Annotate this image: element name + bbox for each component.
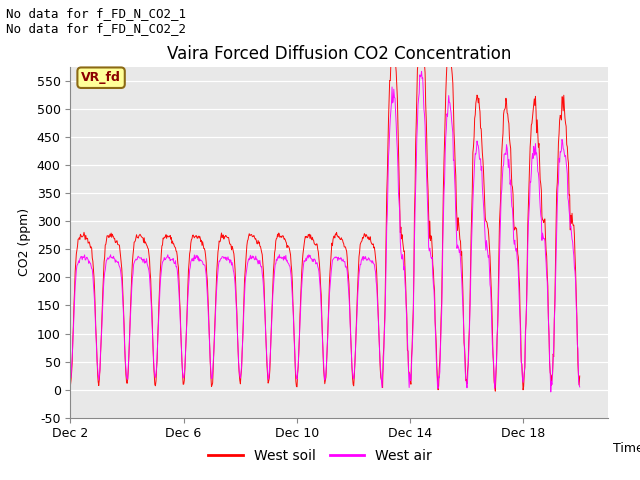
Y-axis label: CO2 (ppm): CO2 (ppm) [18, 208, 31, 276]
Title: Vaira Forced Diffusion CO2 Concentration: Vaira Forced Diffusion CO2 Concentration [167, 45, 511, 63]
Text: Time: Time [613, 442, 640, 455]
Text: No data for f_FD_N_CO2_2: No data for f_FD_N_CO2_2 [6, 22, 186, 35]
Text: No data for f_FD_N_CO2_1: No data for f_FD_N_CO2_1 [6, 7, 186, 20]
Text: VR_fd: VR_fd [81, 71, 121, 84]
Legend: West soil, West air: West soil, West air [202, 443, 438, 468]
